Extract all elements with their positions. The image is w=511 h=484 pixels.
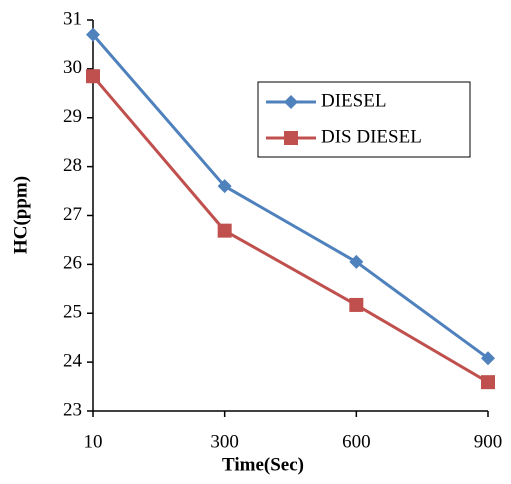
data-point bbox=[86, 69, 100, 84]
y-tick-label: 26 bbox=[63, 253, 82, 274]
y-tick-label: 27 bbox=[63, 204, 82, 225]
y-tick-label: 25 bbox=[63, 302, 82, 323]
legend-label: DIS DIESEL bbox=[321, 126, 422, 147]
legend-marker bbox=[284, 95, 298, 109]
y-tick-label: 23 bbox=[63, 399, 82, 420]
data-point bbox=[217, 179, 232, 194]
x-tick-label: 10 bbox=[84, 431, 103, 452]
legend-marker bbox=[284, 131, 298, 145]
legend-label: DIESEL bbox=[321, 90, 386, 111]
data-point bbox=[349, 297, 364, 312]
y-tick-label: 31 bbox=[63, 8, 82, 29]
y-tick-label: 28 bbox=[63, 155, 82, 176]
data-point bbox=[349, 254, 364, 269]
y-tick-label: 29 bbox=[63, 106, 82, 127]
y-tick-label: 30 bbox=[63, 57, 82, 78]
data-point bbox=[481, 351, 495, 366]
series-line bbox=[91, 75, 489, 384]
x-tick-label: 900 bbox=[474, 431, 503, 452]
y-tick-label: 24 bbox=[63, 350, 83, 371]
x-tick-label: 600 bbox=[342, 431, 371, 452]
x-axis-title: Time(Sec) bbox=[222, 454, 304, 475]
y-axis-title: HC(ppm) bbox=[10, 176, 31, 254]
x-tick-label: 300 bbox=[210, 431, 239, 452]
data-point bbox=[217, 223, 232, 238]
series-line bbox=[91, 33, 489, 360]
data-point bbox=[481, 375, 495, 390]
data-point bbox=[86, 27, 100, 42]
